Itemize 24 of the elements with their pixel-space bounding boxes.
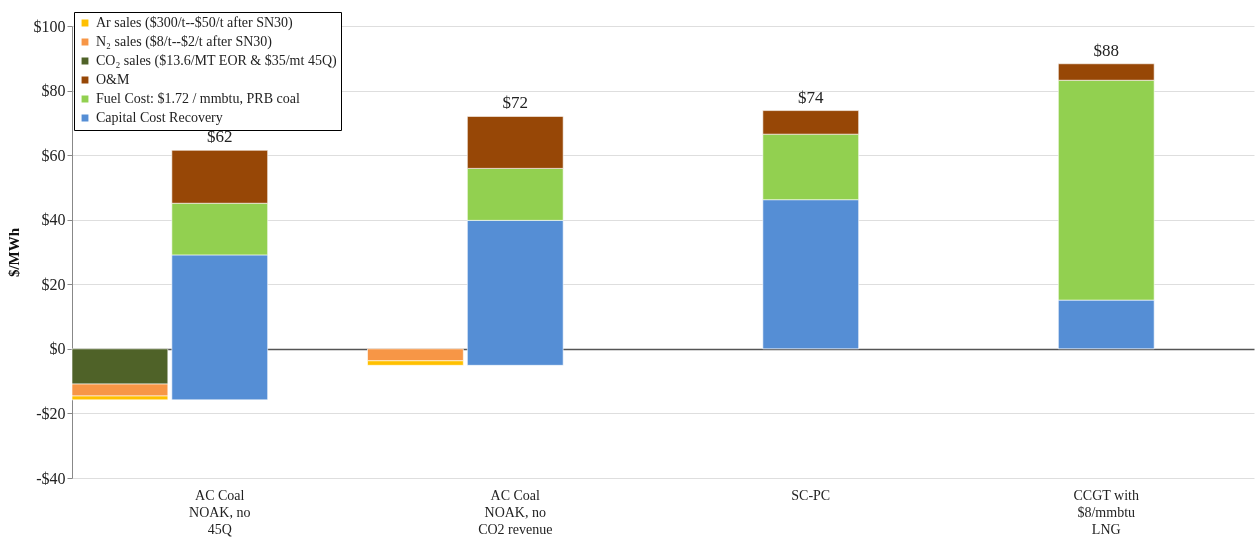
y-tick-label: -$20 [36,404,66,422]
y-axis-title: $/MWh [5,227,22,278]
legend-label: Capital Cost Recovery [96,110,223,125]
x-tick-label: SC-PC [791,487,831,503]
y-tick-label: $60 [41,146,66,164]
y-tick-label: $80 [41,82,66,100]
y-tick-label: $100 [33,17,66,35]
y-tick-label: -$40 [36,469,66,487]
y-tick-label: $40 [41,211,66,229]
bar [367,348,464,362]
total-label: $88 [1093,40,1119,60]
y-tick-label: $0 [49,340,66,358]
legend-label: CO₂ sales ($13.6/MT EOR & $35/mt 45Q) [96,53,338,69]
legend-label: Fuel Cost: $1.72 / mmbtu, PRB coal [96,91,300,106]
x-tick-label: AC Coal NOAK, no CO2 revenue [478,487,553,537]
legend-label: N₂ sales ($8/t--$2/t after SN30) [96,34,273,50]
total-label: $72 [502,93,528,113]
x-tick-label: AC Coal NOAK, no 45Q [189,487,251,537]
total-label: $74 [798,87,824,107]
x-tick-label: CCGT with $8/mmbtu LNG [1073,487,1139,537]
legend-label: O&M [96,72,130,87]
total-label: $62 [207,127,233,147]
y-tick-label: $20 [41,275,66,293]
legend-label: Ar sales ($300/t--$50/t after SN30) [96,15,294,31]
